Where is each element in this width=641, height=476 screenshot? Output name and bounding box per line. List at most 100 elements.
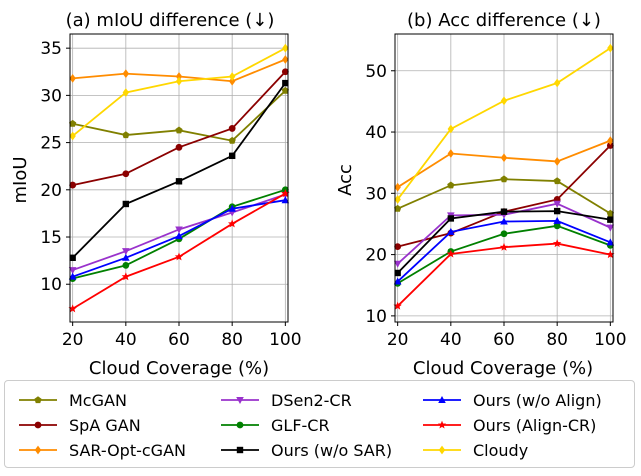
chart-a-series-mcgan-point-100 bbox=[281, 86, 289, 94]
chart-b-series-sar-opt-cgan-point-80 bbox=[553, 157, 561, 166]
legend-swatch-marker bbox=[236, 446, 244, 454]
legend-swatch-spa-gan bbox=[19, 421, 57, 429]
chart-a-xtick-label-100: 100 bbox=[269, 330, 301, 350]
chart-a-series-ours-align-cr-point-40 bbox=[121, 272, 131, 281]
legend-item-spa-gan: SpA GAN bbox=[17, 414, 141, 436]
chart-b-series-dsen2-cr-point-20 bbox=[393, 260, 402, 268]
legend-swatch-marker bbox=[437, 420, 447, 429]
chart-a-series-ours-align-cr-point-100 bbox=[281, 189, 290, 198]
chart-b-series-glf-cr-point-80 bbox=[553, 222, 561, 230]
chart-b-series-ours-align-cr-point-80 bbox=[552, 239, 562, 248]
chart-a-series-mcgan-point-60 bbox=[175, 126, 183, 134]
chart-b-series-ours-align-cr bbox=[393, 239, 615, 310]
chart-b-series-ours-w-o-align-point-20 bbox=[393, 277, 402, 285]
chart-a-series-sar-opt-cgan-point-100 bbox=[282, 55, 289, 64]
chart-a-series-ours-align-cr bbox=[68, 189, 290, 313]
chart-a-series-ours-align-cr-point-20 bbox=[68, 304, 77, 313]
chart-a-series-spa-gan bbox=[69, 68, 289, 189]
legend-swatch-marker bbox=[438, 445, 446, 455]
chart-b-series-dsen2-cr-point-80 bbox=[553, 200, 561, 208]
chart-a-y-ticks: 10 15 20 25 30 35 bbox=[40, 39, 70, 295]
chart-b-series-ours-w-o-sar bbox=[394, 207, 614, 277]
chart-b-ytick-label-20: 20 bbox=[365, 246, 387, 266]
chart-a-series-ours-w-o-align-point-100 bbox=[281, 196, 290, 204]
chart-b-series-mcgan-point-100 bbox=[606, 209, 614, 217]
chart-a-series-mcgan-point-20 bbox=[69, 119, 77, 127]
chart-a-series-cloudy-point-20 bbox=[69, 131, 76, 141]
chart-b-x-ticks: 20 40 60 80 100 bbox=[387, 322, 627, 350]
chart-b-series-cloudy-point-100 bbox=[607, 43, 614, 53]
chart-a-ylabel: mIoU bbox=[10, 156, 31, 203]
chart-b-ytick-label-30: 30 bbox=[365, 184, 387, 204]
chart-b-series-ours-w-o-align bbox=[393, 216, 615, 285]
chart-a-series-ours-w-o-sar-point-100 bbox=[282, 79, 289, 87]
legend-label: Ours (Align-CR) bbox=[473, 415, 597, 435]
charts-canvas: (a) mIoU difference (↓) 20 40 60 80 100 10 15… bbox=[10, 10, 627, 379]
chart-b-series-sar-opt-cgan-point-100 bbox=[607, 136, 614, 146]
legend-swatch-ours-w-o-align bbox=[423, 396, 461, 403]
chart-b-series bbox=[393, 43, 615, 310]
chart-b-series-ours-w-o-sar-point-40 bbox=[447, 215, 455, 222]
legend-swatch-ours-align-cr bbox=[423, 420, 461, 429]
legend-swatch-glf-cr bbox=[221, 421, 259, 429]
chart-b-series-spa-gan-point-20 bbox=[394, 243, 402, 251]
chart-a-xtick-label-80: 80 bbox=[221, 330, 243, 350]
chart-b-series-glf-cr-point-60 bbox=[500, 230, 508, 238]
chart-b-acc: (b) Acc difference (↓) 20 40 60 80 100 10203… bbox=[335, 10, 627, 379]
chart-b-series-sar-opt-cgan-point-60 bbox=[500, 153, 508, 163]
chart-a-ytick-label-35: 35 bbox=[40, 39, 62, 59]
chart-a-series-cloudy-point-100 bbox=[282, 43, 289, 53]
chart-b-xtick-label-100: 100 bbox=[594, 330, 626, 350]
chart-b-xtick-label-20: 20 bbox=[387, 330, 409, 350]
chart-b-series-ours-w-o-align-point-100 bbox=[606, 238, 615, 246]
legend-swatch-marker bbox=[34, 396, 42, 404]
chart-b-series-mcgan-point-60 bbox=[500, 175, 508, 183]
chart-a-ytick-label-20: 20 bbox=[40, 181, 62, 201]
chart-a-series-ours-w-o-sar-point-20 bbox=[69, 254, 76, 261]
chart-b-series-cloudy bbox=[394, 43, 614, 204]
chart-a-series-ours-w-o-align-point-40 bbox=[122, 253, 130, 261]
chart-b-series-mcgan bbox=[394, 175, 614, 217]
legend-label: Ours (w/o SAR) bbox=[271, 440, 393, 460]
chart-b-series-cloudy-point-60 bbox=[500, 96, 508, 106]
legend-swatch-sar-opt-cgan bbox=[19, 445, 57, 455]
legend-label: GLF-CR bbox=[271, 415, 330, 435]
chart-a-xtick-label-60: 60 bbox=[168, 330, 190, 350]
chart-b-xtick-label-40: 40 bbox=[440, 330, 462, 350]
chart-a-series-dsen2-cr-point-40 bbox=[122, 248, 130, 256]
chart-a-miou: (a) mIoU difference (↓) 20 40 60 80 100 10 15… bbox=[10, 10, 302, 379]
chart-a-series-ours-align-cr-point-80 bbox=[227, 219, 237, 228]
chart-b-series-ours-w-o-align-point-40 bbox=[447, 227, 455, 235]
chart-a-series-ours-w-o-align bbox=[68, 196, 290, 280]
chart-a-series-ours-w-o-sar-point-80 bbox=[228, 152, 236, 160]
chart-a-series-ours-w-o-sar bbox=[69, 79, 289, 261]
legend-swatch-marker bbox=[34, 421, 42, 429]
chart-b-series-mcgan-point-40 bbox=[447, 181, 455, 189]
chart-a-series-sar-opt-cgan bbox=[69, 55, 289, 86]
legend-label: DSen2-CR bbox=[271, 390, 352, 410]
legend-label: Ours (w/o Align) bbox=[473, 390, 602, 410]
legend-swatch-marker bbox=[236, 397, 244, 404]
chart-a-series-sar-opt-cgan-point-40 bbox=[122, 69, 130, 79]
chart-b-series-ours-align-cr-point-40 bbox=[446, 249, 456, 258]
chart-a-series-ours-w-o-align-point-60 bbox=[175, 232, 183, 240]
chart-a-series-sar-opt-cgan-point-20 bbox=[69, 73, 76, 83]
legend-item-cloudy: Cloudy bbox=[421, 439, 528, 461]
chart-a-ytick-label-10: 10 bbox=[40, 275, 62, 295]
chart-b-ylabel: Acc bbox=[335, 164, 356, 196]
chart-a-series-ours-w-o-align-point-80 bbox=[228, 204, 236, 212]
chart-a-series-cloudy bbox=[69, 43, 289, 141]
legend-label: SpA GAN bbox=[69, 415, 141, 435]
legend-swatch-mcgan bbox=[19, 396, 57, 404]
chart-b-series-ours-w-o-sar-point-80 bbox=[553, 207, 561, 215]
chart-a-series-cloudy-point-40 bbox=[122, 88, 130, 97]
chart-b-series-sar-opt-cgan-point-40 bbox=[447, 149, 455, 158]
chart-a-series-spa-gan-point-100 bbox=[281, 68, 289, 76]
chart-a-series-cloudy-point-80 bbox=[228, 72, 236, 81]
chart-b-series-ours-align-cr-point-20 bbox=[393, 301, 402, 310]
chart-b-xlabel: Cloud Coverage (%) bbox=[413, 358, 593, 379]
chart-b-series-ours-w-o-sar-point-100 bbox=[607, 216, 614, 223]
chart-b-series-ours-w-o-sar-point-60 bbox=[500, 208, 508, 215]
chart-b-y-ticks: 10 20 30 40 50 bbox=[365, 62, 395, 327]
legend-swatch-ours-w-o-sar bbox=[221, 446, 259, 454]
